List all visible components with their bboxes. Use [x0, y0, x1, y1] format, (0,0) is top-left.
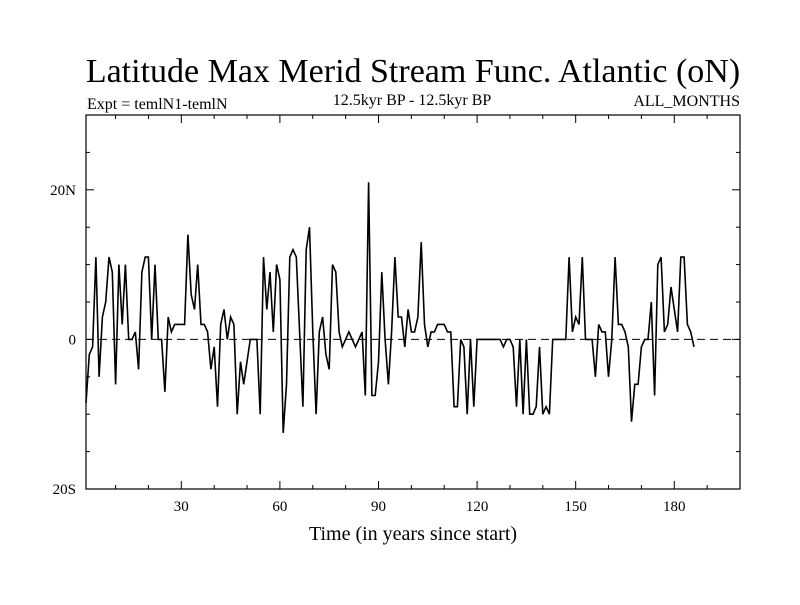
- x-tick-label: 150: [564, 499, 587, 515]
- axis-tick-labels: 30 60 90 120 150 180 20S 0 20N: [50, 183, 685, 515]
- y-tick-label: 0: [69, 332, 77, 348]
- x-tick-label: 90: [371, 499, 386, 515]
- chart-subtitle-right: ALL_MONTHS: [633, 93, 740, 110]
- chart-subtitle-left: Expt = temlN1-temlN: [87, 96, 228, 113]
- y-tick-label: 20N: [50, 183, 76, 199]
- x-tick-label: 120: [466, 499, 489, 515]
- x-tick-label: 180: [663, 499, 686, 515]
- series-line: [85, 182, 695, 433]
- x-axis-label: Time (in years since start): [309, 523, 517, 545]
- x-tick-label: 60: [272, 499, 287, 515]
- y-tick-label: 20S: [53, 482, 76, 498]
- axis-ticks: [86, 115, 740, 489]
- plot-frame: [85, 114, 741, 490]
- x-tick-label: 30: [174, 499, 189, 515]
- chart-subtitle-center: 12.5kyr BP - 12.5kyr BP: [333, 92, 492, 109]
- chart-title: Latitude Max Merid Stream Func. Atlantic…: [86, 53, 740, 90]
